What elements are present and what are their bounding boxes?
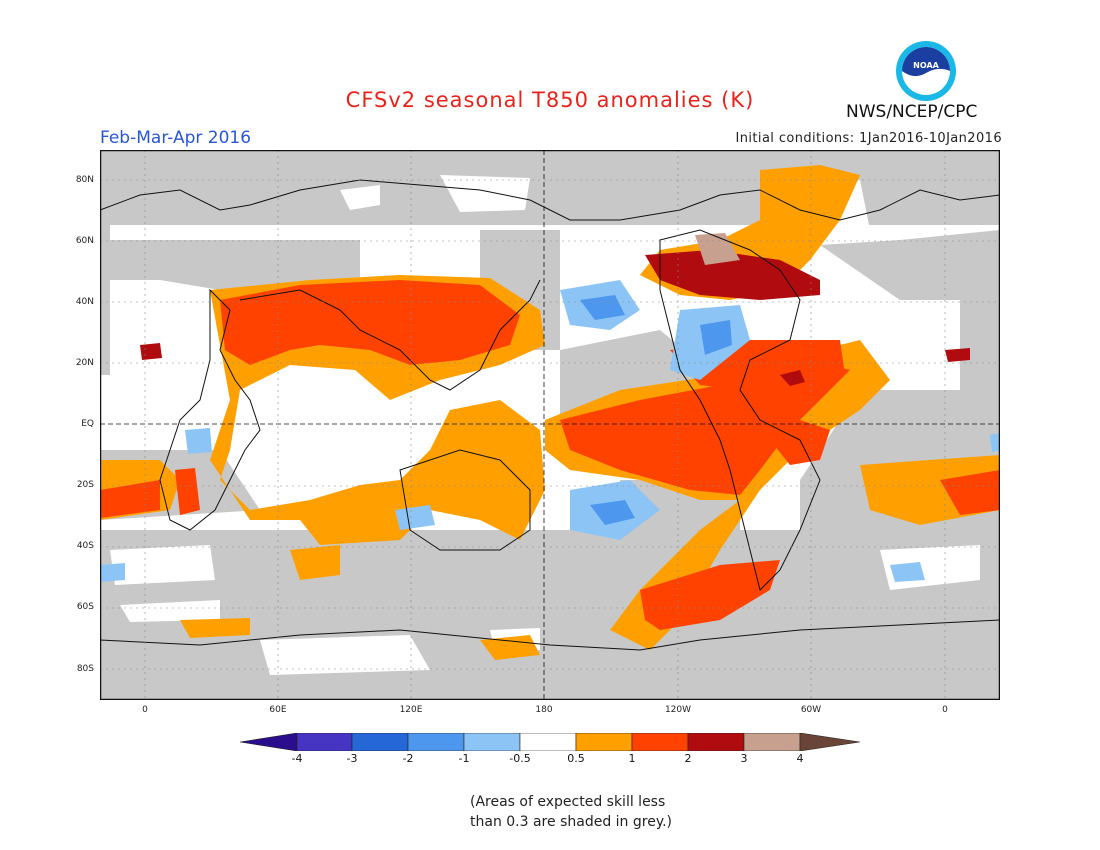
coastlines [99, 179, 1001, 651]
lon-label: 0 [142, 705, 148, 715]
noaa-logo: NOAA [896, 41, 956, 101]
map-title: CFSv2 seasonal T850 anomalies (K) [345, 88, 755, 112]
gridlines [100, 150, 1000, 700]
equator-dateline [100, 150, 1000, 700]
colorbar-label: -4 [291, 752, 303, 765]
lat-label: 40N [75, 297, 94, 307]
lat-label: 80S [76, 664, 94, 674]
lat-label: 20S [76, 480, 94, 490]
lat-label: 60S [76, 602, 94, 612]
colorbar [240, 733, 861, 751]
lon-label: 180 [535, 705, 553, 715]
lat-label: EQ [81, 419, 94, 429]
anomaly-map [99, 149, 1001, 701]
colorbar-label: 1 [628, 752, 636, 765]
warm-anomaly-2-3 [140, 250, 970, 386]
colorbar-label: 4 [796, 752, 804, 765]
colorbar-label: 0.5 [567, 752, 585, 765]
lon-label: 60E [269, 705, 287, 715]
map-canvas [99, 149, 1001, 701]
colorbar-label: -2 [402, 752, 414, 765]
forecast-period: Feb-Mar-Apr 2016 [100, 128, 252, 148]
lon-label: 0 [942, 705, 948, 715]
colorbar-label: 3 [740, 752, 748, 765]
lon-label: 60W [800, 705, 822, 715]
colorbar-label: -0.5 [509, 752, 531, 765]
cool-anomaly-medium [580, 295, 732, 525]
colorbar-label: -1 [458, 752, 470, 765]
lon-label: 120W [664, 705, 692, 715]
lat-label: 40S [76, 541, 94, 551]
warm-anomaly-1-2 [100, 280, 1000, 630]
map-frame [99, 149, 1001, 701]
colorbar-label: -3 [346, 752, 358, 765]
skill-note-line2: than 0.3 are shaded in grey.) [470, 814, 673, 830]
lat-label: 20N [75, 358, 94, 368]
logo-text: NOAA [913, 61, 939, 70]
agency-label: NWS/NCEP/CPC [846, 102, 978, 122]
lat-label: 60N [75, 236, 94, 246]
initial-conditions: Initial conditions: 1Jan2016-10Jan2016 [735, 131, 1002, 146]
lon-label: 120E [399, 705, 423, 715]
colorbar-label: 2 [684, 752, 692, 765]
skill-note-line1: (Areas of expected skill less [470, 794, 666, 810]
lat-label: 80N [75, 175, 94, 185]
skill-note: (Areas of expected skill less than 0.3 a… [470, 792, 672, 832]
